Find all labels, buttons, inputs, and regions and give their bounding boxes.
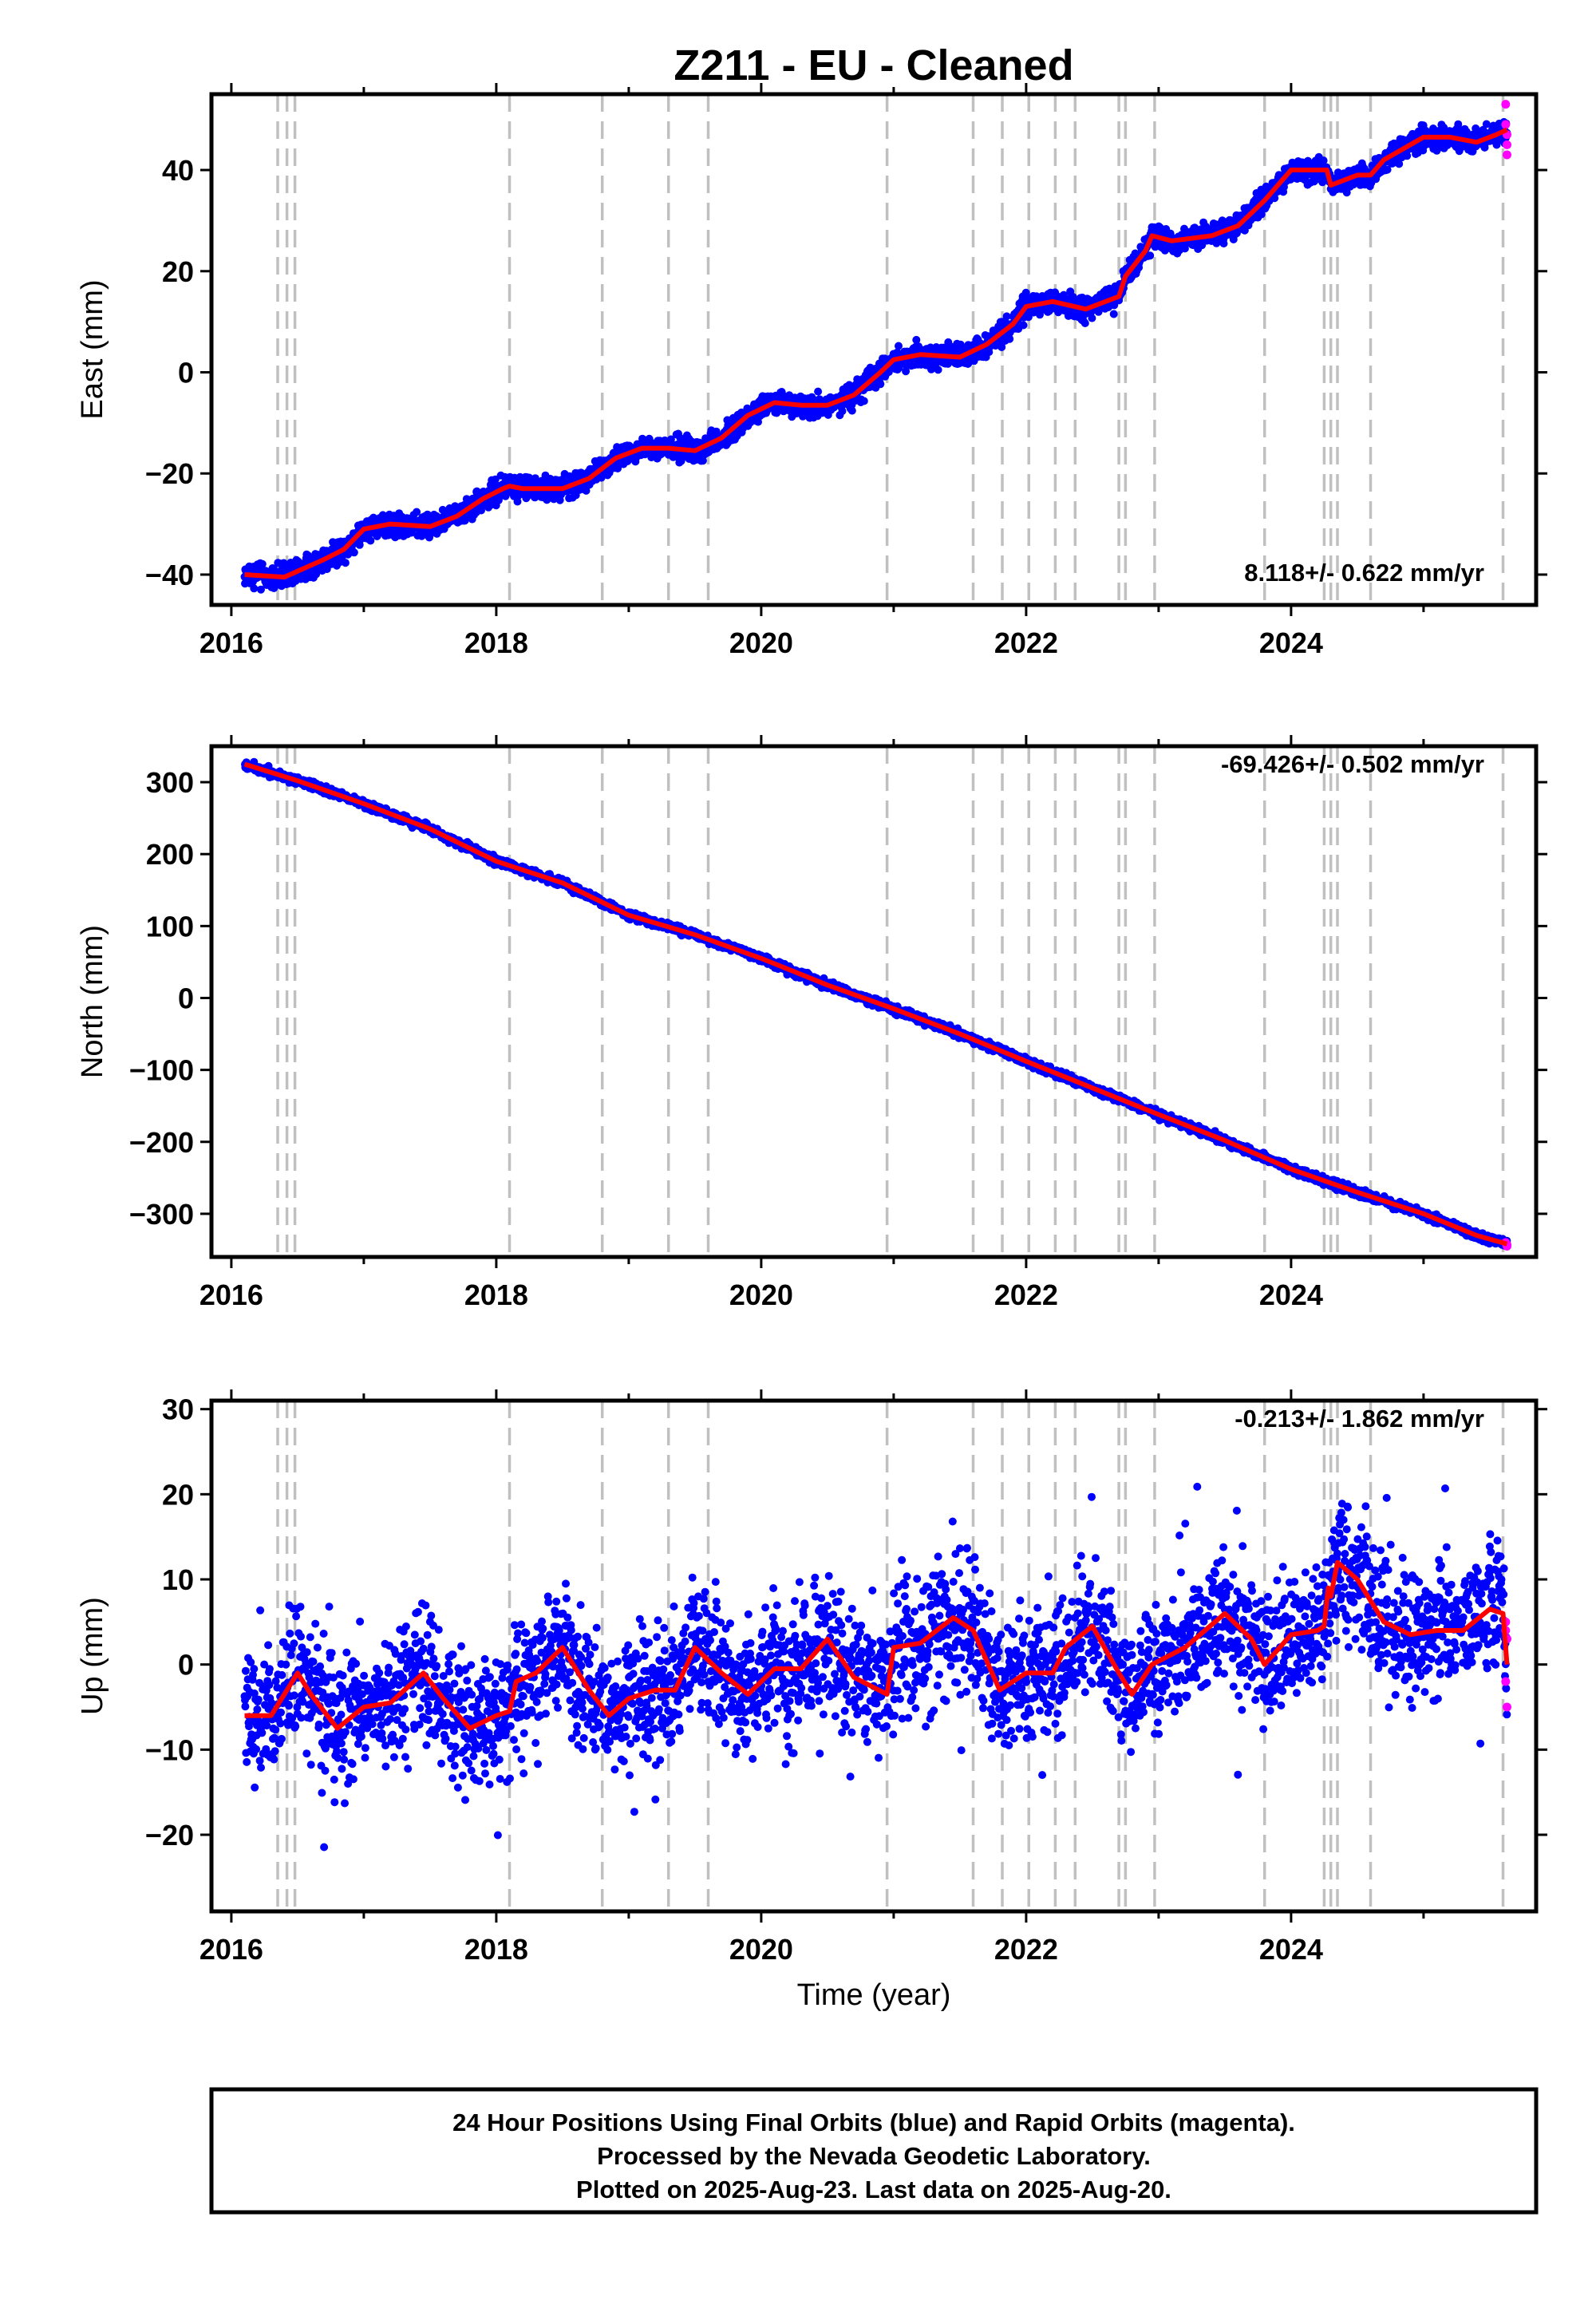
y-tick-label: −40: [145, 559, 194, 591]
final-point: [876, 380, 885, 389]
final-point: [413, 508, 421, 516]
final-point: [258, 559, 267, 568]
final-point: [666, 435, 675, 444]
x-tick-label: 2016: [200, 626, 263, 659]
final-point: [1019, 321, 1028, 330]
x-tick-label: 2024: [1259, 626, 1323, 659]
rate-label: 8.118+/- 0.622 mm/yr: [1244, 559, 1484, 587]
final-point: [895, 342, 903, 350]
final-point: [814, 387, 823, 396]
final-point: [366, 536, 375, 545]
final-point: [1146, 251, 1155, 260]
final-point: [279, 559, 288, 567]
final-point: [269, 564, 278, 573]
y-tick-label: −20: [145, 457, 194, 490]
y-tick-label: 20: [162, 255, 194, 288]
x-tick-label: 2018: [464, 626, 528, 659]
final-point: [341, 559, 350, 567]
rapid-point: [1501, 120, 1511, 129]
final-point: [312, 570, 321, 579]
final-point: [859, 397, 868, 405]
final-point: [1088, 314, 1096, 322]
x-tick-label: 2022: [994, 626, 1058, 659]
final-point: [582, 486, 591, 495]
y-tick-label: 0: [178, 357, 194, 389]
chart-title: Z211 - EU - Cleaned: [674, 41, 1073, 89]
final-point: [1080, 319, 1089, 327]
final-point: [934, 366, 942, 374]
rapid-point: [1501, 100, 1511, 109]
panels: −40 −20 0 20 40 2016 2018 2020 2022 2024 East (mm)…: [76, 83, 1547, 1966]
final-point: [257, 585, 265, 594]
y-tick-label: 40: [162, 154, 194, 187]
x-tick-label: 2020: [729, 626, 793, 659]
final-point: [838, 407, 847, 416]
final-point: [350, 548, 358, 557]
rapid-point: [1502, 150, 1511, 160]
y-axis-label: East (mm): [76, 279, 109, 419]
final-point: [250, 584, 259, 593]
final-point: [1109, 310, 1118, 318]
model-line: [244, 127, 1508, 580]
panel-0: −40 −20 0 20 40 2016 2018 2020 2022 2024 East (mm)…: [76, 83, 1547, 659]
final-point: [1219, 239, 1228, 248]
final-point: [355, 540, 364, 549]
rapid-point: [1502, 140, 1511, 149]
final-orbit-points: [240, 117, 1511, 594]
final-point: [847, 406, 856, 415]
